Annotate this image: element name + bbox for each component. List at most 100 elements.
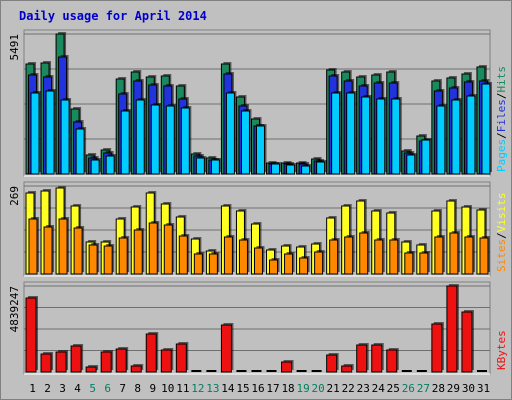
- pages-bar: [391, 98, 401, 175]
- x-tick-label: 5: [89, 382, 96, 395]
- sites-bar: [118, 237, 128, 275]
- pages-bar: [120, 110, 130, 175]
- legend-kbytes: KBytes: [495, 330, 508, 370]
- pages-bar: [240, 110, 250, 175]
- kbytes-bar: [281, 361, 293, 373]
- chart-panels: 5491 Pages/Files/Hits 269Sites/Visits48392…: [8, 29, 508, 375]
- chart-title: Daily usage for April 2014: [19, 9, 207, 23]
- y-max-label: 5491: [8, 34, 21, 61]
- panel-frame: [23, 281, 491, 375]
- sites-bar: [253, 247, 263, 275]
- kbytes-bar: [296, 370, 307, 372]
- sites-bar: [43, 226, 53, 275]
- kbytes-bar: [446, 285, 458, 373]
- x-tick-label: 4: [74, 382, 81, 395]
- sites-bar: [269, 259, 279, 275]
- x-tick-label: 12: [191, 382, 204, 395]
- sites-bar: [163, 224, 173, 275]
- series-sites: [28, 217, 490, 275]
- kbytes-bar: [40, 353, 52, 373]
- x-tick-label: 27: [417, 382, 430, 395]
- sites-bar: [299, 257, 309, 275]
- x-tick-label: 20: [312, 382, 325, 395]
- sites-bar: [88, 244, 98, 275]
- sites-bar: [148, 222, 158, 275]
- x-axis-labels: 1 2 3 4 5 6 7 8 9 10 11 12 13 14 15 16 17 18 19 20 21 22 23 24 2…: [29, 382, 490, 395]
- pages-bar: [45, 90, 55, 175]
- sites-bar: [314, 251, 324, 275]
- panel-kbytes: 4839247 KBytes: [8, 281, 508, 375]
- kbytes-bar: [55, 351, 67, 373]
- kbytes-bar: [115, 348, 127, 373]
- legend-visits: Visits: [495, 193, 508, 233]
- kbytes-bar: [175, 343, 187, 373]
- legend-separator: /: [495, 93, 508, 100]
- pages-bar: [135, 99, 145, 175]
- sites-bar: [464, 236, 474, 275]
- pages-bar: [30, 92, 40, 175]
- pages-bar: [301, 165, 311, 175]
- x-tick-label: 8: [134, 382, 141, 395]
- pages-bar: [346, 92, 356, 175]
- x-tick-label: 28: [432, 382, 445, 395]
- sites-bar: [374, 239, 384, 275]
- x-tick-label: 9: [149, 382, 156, 395]
- x-tick-label: 3: [59, 382, 66, 395]
- x-tick-label: 7: [119, 382, 126, 395]
- x-tick-label: 26: [402, 382, 415, 395]
- kbytes-bar: [386, 349, 398, 373]
- sites-bar: [434, 236, 444, 275]
- kbytes-bar: [461, 311, 473, 373]
- legend-separator: /: [495, 132, 508, 139]
- x-tick-label: 15: [236, 382, 249, 395]
- kbytes-bar: [206, 370, 217, 372]
- sites-bar: [178, 235, 188, 275]
- legend-kbytes: KBytes: [495, 330, 508, 370]
- sites-bar: [329, 239, 339, 275]
- pages-bar: [180, 107, 190, 175]
- pages-bar: [331, 92, 341, 175]
- legend-sites: Sites: [495, 239, 508, 272]
- kbytes-bar: [160, 349, 172, 373]
- panel-visits-sites: 269 Sites/Visits: [8, 181, 508, 277]
- series-pages: [30, 82, 492, 175]
- sites-bar: [73, 227, 83, 275]
- kbytes-bar: [476, 370, 487, 372]
- kbytes-bar: [130, 365, 142, 373]
- sites-bar: [58, 218, 68, 275]
- kbytes-bar: [85, 366, 97, 373]
- kbytes-bar: [416, 370, 427, 372]
- sites-bar: [359, 232, 369, 275]
- sites-bar: [133, 229, 143, 275]
- x-tick-label: 24: [372, 382, 386, 395]
- pages-bar: [436, 105, 446, 175]
- sites-bar: [28, 218, 38, 275]
- series-kbytes: [25, 284, 487, 373]
- kbytes-bar: [311, 370, 322, 372]
- pages-bar: [316, 161, 326, 175]
- pages-bar: [481, 83, 491, 175]
- panel-hits-files-pages: 5491 Pages/Files/Hits: [8, 29, 508, 177]
- pages-bar: [361, 96, 371, 175]
- sites-bar: [223, 236, 233, 275]
- x-tick-label: 23: [357, 382, 370, 395]
- kbytes-bar: [100, 351, 112, 373]
- kbytes-bar: [341, 365, 353, 373]
- pages-bar: [210, 159, 220, 175]
- x-tick-label: 13: [206, 382, 219, 395]
- x-tick-label: 31: [477, 382, 490, 395]
- pages-bar: [225, 92, 235, 175]
- pages-bar: [406, 154, 416, 175]
- kbytes-bar: [70, 345, 82, 373]
- x-tick-label: 14: [221, 382, 235, 395]
- sites-bar: [284, 253, 294, 275]
- pages-bar: [75, 128, 85, 175]
- legend-hits-files-pages: Pages/Files/Hits: [495, 66, 508, 172]
- x-tick-label: 18: [281, 382, 294, 395]
- pages-bar: [271, 163, 281, 175]
- sites-bar: [389, 239, 399, 275]
- sites-bar: [404, 252, 414, 275]
- kbytes-bar: [266, 370, 277, 372]
- legend-hits: Hits: [495, 66, 508, 93]
